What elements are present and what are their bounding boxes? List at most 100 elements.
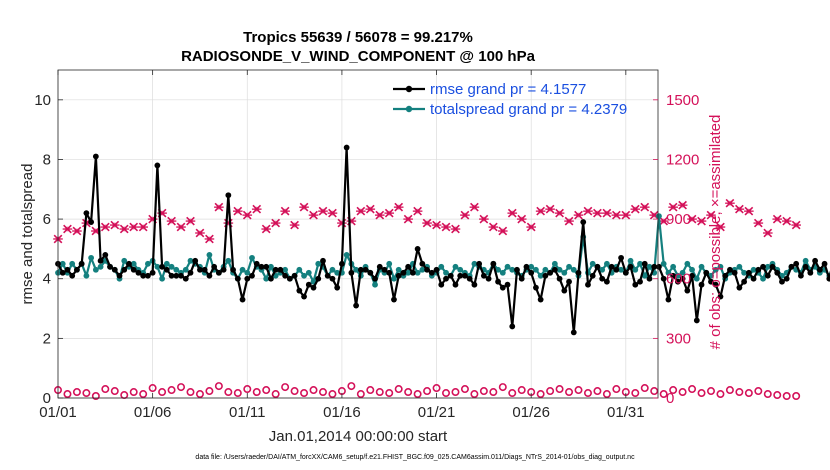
totalspread-point — [391, 275, 397, 282]
y-tick-label: 4 — [43, 271, 51, 288]
rmse-point — [187, 269, 194, 276]
totalspread-point — [599, 266, 606, 273]
totalspread-point — [646, 263, 653, 270]
totalspread-point — [570, 266, 577, 273]
obs-assimilated-point — [469, 202, 480, 212]
rmse-point — [353, 302, 360, 309]
obs-assimilated-point — [374, 210, 385, 220]
rmse-point — [826, 275, 830, 282]
rmse-point — [793, 260, 800, 267]
obs-assimilated-point — [526, 222, 536, 232]
rmse-point — [121, 266, 128, 273]
obs-assimilated-point — [545, 204, 555, 214]
obs-possible-point — [224, 388, 233, 397]
obs-possible-point — [706, 387, 715, 396]
obs-possible-point — [460, 385, 469, 394]
rmse-point — [674, 278, 681, 285]
rmse-point — [471, 281, 478, 288]
totalspread-point — [301, 272, 307, 279]
obs-possible-point — [792, 392, 801, 401]
rmse-point — [135, 269, 142, 276]
rmse-point — [395, 272, 402, 279]
obs-possible-point — [640, 384, 649, 393]
rmse-point — [201, 266, 208, 273]
obs-assimilated-point — [744, 206, 754, 216]
rmse-point — [717, 293, 724, 300]
totalspread-point — [495, 266, 501, 273]
obs-assimilated-point — [100, 222, 111, 232]
obs-assimilated-point — [516, 214, 527, 224]
rmse-point — [438, 281, 445, 288]
totalspread-point — [641, 272, 648, 279]
totalspread-point — [405, 269, 412, 276]
obs-assimilated-point — [289, 220, 300, 230]
obs-assimilated-point — [176, 222, 186, 232]
rmse-point — [268, 275, 274, 282]
obs-assimilated-point — [450, 224, 461, 234]
obs-assimilated-point — [356, 206, 366, 216]
rmse-point — [244, 275, 251, 282]
obs-assimilated-point — [318, 206, 328, 216]
obs-possible-point — [214, 382, 223, 391]
rmse-point — [362, 266, 369, 273]
obs-possible-point — [773, 391, 782, 400]
totalspread-point — [717, 263, 724, 270]
rmse-point — [376, 263, 383, 270]
rmse-point — [192, 257, 199, 264]
rmse-point — [220, 266, 227, 273]
rmse-point — [343, 144, 350, 151]
totalspread-point — [173, 266, 180, 273]
obs-possible-point — [318, 388, 327, 397]
rmse-point — [163, 266, 170, 273]
rmse-point — [381, 266, 388, 273]
legend-rmse-label: rmse grand pr = 4.1577 — [430, 81, 586, 98]
obs-possible-point — [375, 388, 384, 397]
totalspread-point — [83, 272, 90, 279]
obs-assimilated-point — [725, 198, 735, 208]
totalspread-point — [59, 260, 66, 267]
totalspread-point — [419, 266, 426, 273]
totalspread-point — [438, 263, 445, 270]
totalspread-point — [159, 275, 166, 282]
totalspread-point — [263, 275, 270, 282]
obs-possible-point — [754, 387, 763, 396]
y-tick-label: 10 — [34, 92, 51, 109]
rmse-point — [802, 263, 809, 270]
totalspread-point — [741, 269, 748, 276]
totalspread-point — [698, 263, 705, 270]
totalspread-point — [665, 269, 672, 276]
obs-possible-point — [432, 384, 441, 393]
obs-possible-point — [593, 387, 602, 396]
x-tick-label: 01/31 — [607, 404, 645, 421]
obs-assimilated-point — [602, 208, 612, 218]
rmse-point — [779, 278, 785, 285]
obs-assimilated-point — [753, 218, 764, 228]
rmse-point — [504, 281, 511, 288]
totalspread-point — [305, 269, 312, 276]
rmse-point — [476, 260, 483, 267]
y2-tick-label: 900 — [666, 211, 691, 228]
obs-possible-point — [356, 390, 365, 399]
data-file-footnote: data file: /Users/raeder/DAI/ATM_forcXX/… — [195, 454, 635, 461]
rmse-point — [665, 296, 672, 303]
obs-possible-point — [442, 389, 451, 398]
rmse-point — [447, 272, 454, 279]
y-tick-label: 6 — [43, 211, 51, 228]
totalspread-point — [637, 260, 643, 267]
totalspread-point — [452, 263, 459, 270]
chart-title: Tropics 55639 / 56078 = 99.217% — [243, 29, 473, 46]
rmse-point — [249, 272, 255, 279]
rmse-point — [603, 278, 610, 285]
rmse-point — [727, 266, 733, 273]
obs-assimilated-point — [138, 222, 148, 232]
obs-possible-point — [498, 383, 507, 392]
obs-assimilated-point — [564, 216, 574, 226]
rmse-point — [760, 263, 766, 270]
totalspread-point — [764, 263, 771, 270]
totalspread-point — [182, 266, 189, 273]
rmse-point — [159, 263, 166, 270]
rmse-point — [608, 263, 615, 270]
obs-possible-point — [72, 388, 81, 397]
rmse-point — [523, 263, 530, 270]
x-axis-label: Jan.01,2014 00:00:00 start — [269, 428, 448, 445]
